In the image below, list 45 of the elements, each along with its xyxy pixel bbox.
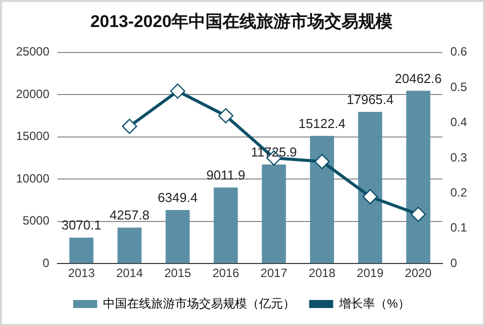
bar [262,164,286,264]
y-tick-label: 25000 [16,44,50,59]
data-label: 4257.8 [110,208,150,223]
y2-tick-label: 0.4 [450,115,468,130]
bar [69,238,94,264]
x-tick-label: 2015 [164,266,192,280]
point [410,206,426,222]
point [170,84,186,99]
bar [406,90,430,264]
bar [310,136,334,264]
chart-title: 2013-2020年中国在线旅游市场交易规模 [90,12,393,31]
data-label: 3070.1 [62,218,102,233]
data-label: 6349.4 [158,190,198,206]
y2-tick-label: 0.6 [450,44,468,59]
y-tick-label: 10000 [16,171,50,186]
x-tick-label: 2014 [116,266,144,280]
legend-label: 中国在线旅游市场交易规模（亿元） [103,296,296,310]
y-tick-label: 15000 [16,129,50,144]
x-tick-label: 2018 [308,266,336,280]
y-tick-label: 5000 [22,214,50,228]
legend-label: 增长率（%） [338,296,410,310]
x-tick-label: 2013 [68,266,96,280]
bar [358,112,382,264]
y-tick-label: 20000 [16,86,50,101]
y2-tick-label: 0 [450,256,458,270]
y2-tick-label: 0.3 [450,150,468,164]
bar [166,210,190,264]
point [218,108,234,124]
x-tick-label: 2020 [404,266,432,280]
y2-tick-label: 0.2 [450,186,468,200]
y-tick-label: 0 [42,256,50,270]
point [314,154,330,170]
point [362,189,378,204]
x-tick-label: 2016 [212,266,240,280]
y2-tick-label: 0.5 [450,80,468,94]
bar [214,187,238,264]
data-label: 9011.9 [206,168,246,183]
x-tick-label: 2019 [356,266,384,280]
point [122,118,138,134]
data-label: 20462.6 [394,70,442,86]
x-tick-label: 2017 [260,266,288,280]
data-label: 15122.4 [298,116,346,131]
bar [118,228,142,264]
y2-tick-label: 0.1 [450,220,468,235]
data-label: 17965.4 [346,92,394,107]
